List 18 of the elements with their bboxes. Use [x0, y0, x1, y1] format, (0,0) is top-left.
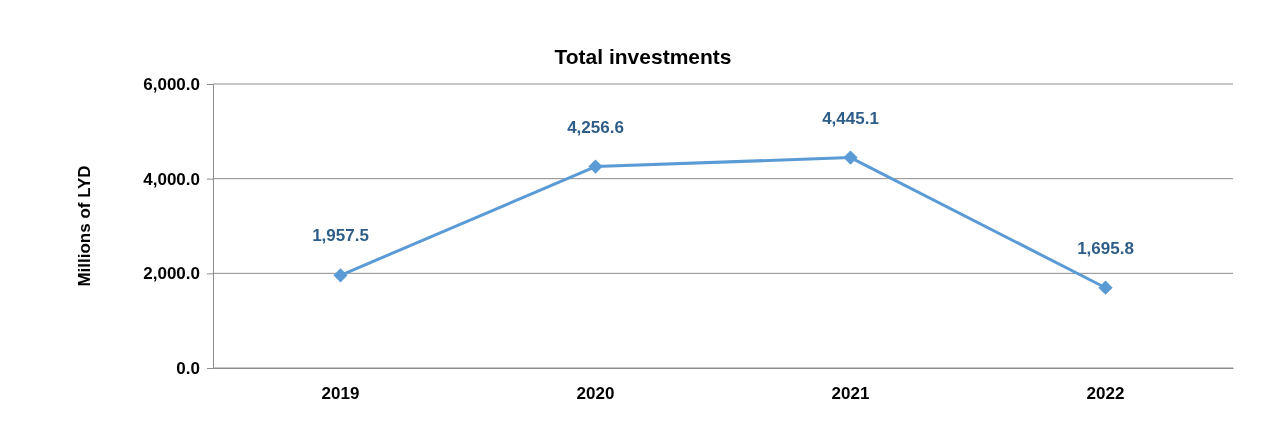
x-tick-label: 2022: [1086, 384, 1125, 403]
y-tick-label: 6,000.0: [143, 74, 200, 94]
point: [1098, 280, 1113, 295]
point: [588, 159, 603, 174]
point: [843, 150, 858, 165]
y-tick-label: 4,000.0: [143, 169, 200, 189]
y-tick-label: 0.0: [176, 358, 200, 378]
data-label: 1,957.5: [312, 226, 369, 246]
data-label: 1,695.8: [1077, 238, 1134, 258]
y-tick-label: 2,000.0: [143, 264, 200, 284]
data-label: 4,256.6: [567, 117, 624, 137]
y-axis-title: Millions of LYD: [75, 165, 94, 287]
x-tick-label: 2020: [576, 384, 615, 403]
chart-title: Total investments: [554, 45, 732, 68]
x-tick-label: 2019: [321, 384, 360, 403]
point: [333, 268, 348, 283]
data-label: 4,445.1: [822, 108, 879, 128]
x-tick-label: 2021: [831, 384, 870, 403]
